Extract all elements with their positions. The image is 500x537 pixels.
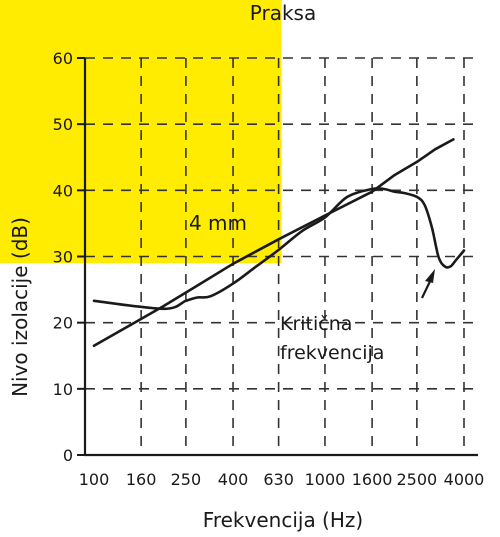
x-tick-label: 4000 xyxy=(444,470,485,489)
grid xyxy=(85,57,478,455)
region-label: 4 mm xyxy=(189,211,247,235)
y-tick-label: 0 xyxy=(63,446,73,465)
y-tick-label: 50 xyxy=(53,115,73,134)
x-tick-label: 400 xyxy=(218,470,249,489)
chart-title: Praksa xyxy=(250,1,316,25)
critical-frequency-label-line1: Kritična xyxy=(280,313,352,335)
axes xyxy=(77,57,478,457)
tick-labels: 0 10 20 30 40 50 60 100 160 250 400 630 1000 1600 2500… xyxy=(53,49,485,489)
x-tick-label: 100 xyxy=(79,470,110,489)
x-tick-label: 160 xyxy=(126,470,157,489)
series-line-measured xyxy=(92,187,466,311)
y-tick-label: 10 xyxy=(53,380,73,399)
y-tick-label: 40 xyxy=(53,181,73,200)
x-tick-label: 1600 xyxy=(352,470,393,489)
series-line-straight xyxy=(92,138,455,348)
series-group xyxy=(92,138,466,348)
x-tick-label: 2500 xyxy=(396,470,437,489)
x-axis-label: Frekvencija (Hz) xyxy=(203,508,363,532)
critical-frequency-label-line2: frekvencija xyxy=(280,342,384,364)
y-tick-label: 60 xyxy=(53,49,73,68)
y-tick-label: 30 xyxy=(53,248,73,267)
critical-frequency-arrow xyxy=(421,269,435,299)
y-tick-label: 20 xyxy=(53,314,73,333)
x-tick-label: 250 xyxy=(171,470,202,489)
x-tick-label: 1000 xyxy=(305,470,346,489)
x-tick-label: 630 xyxy=(263,470,294,489)
y-axis-label: Nivo izolacije (dB) xyxy=(8,217,32,397)
